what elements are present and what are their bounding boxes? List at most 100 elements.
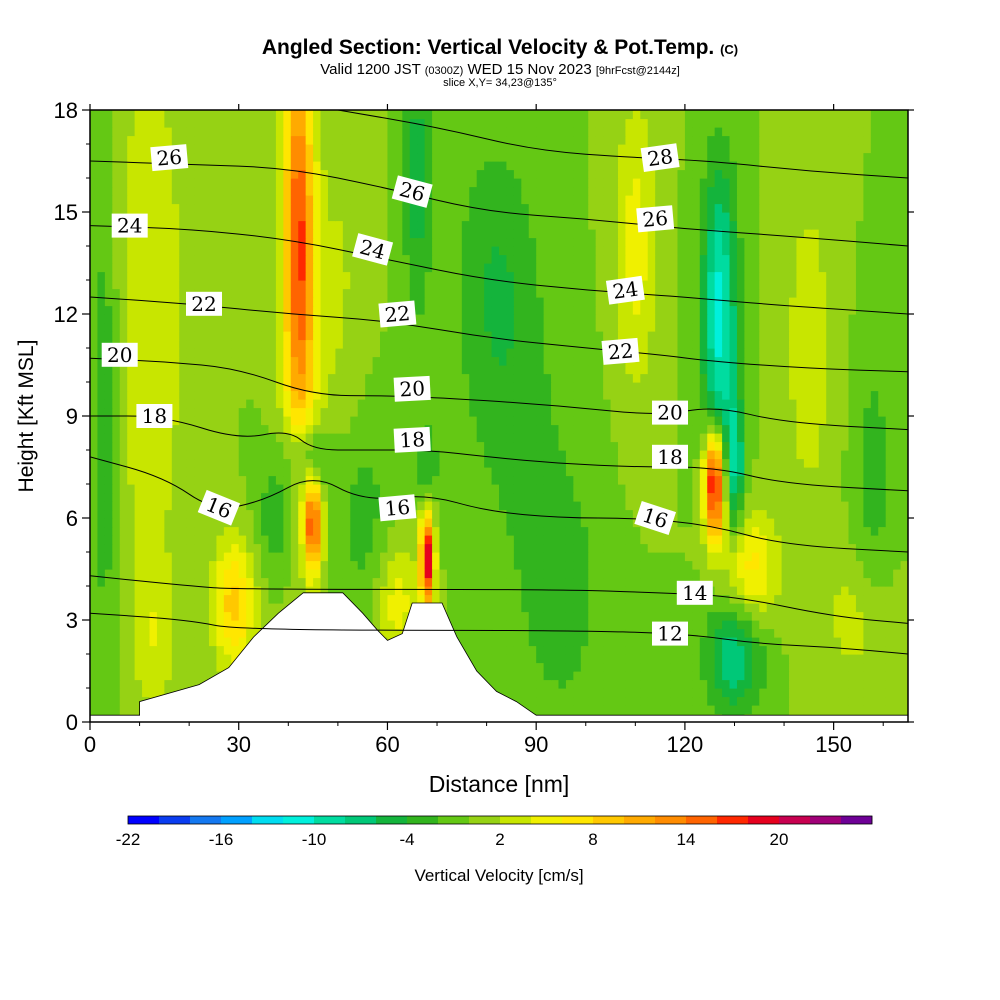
velocity-cell [759, 450, 768, 460]
velocity-cell [201, 671, 210, 681]
velocity-cell [878, 577, 887, 587]
velocity-cell [789, 407, 798, 417]
velocity-cell [789, 441, 798, 451]
velocity-cell [90, 654, 99, 664]
velocity-cell [811, 424, 820, 434]
velocity-cell [380, 399, 389, 409]
velocity-cell [774, 526, 783, 536]
velocity-cell [476, 356, 485, 366]
velocity-cell [707, 611, 716, 621]
velocity-cell [588, 654, 597, 664]
velocity-cell [610, 586, 619, 596]
velocity-cell [603, 654, 612, 664]
velocity-cell [617, 382, 627, 392]
velocity-cell [632, 552, 641, 562]
velocity-cell [774, 586, 783, 596]
velocity-cell [818, 662, 827, 672]
velocity-cell [149, 501, 158, 511]
velocity-cell [499, 679, 508, 689]
velocity-cell [528, 552, 537, 562]
velocity-cell [565, 543, 574, 553]
velocity-cell [261, 475, 270, 485]
velocity-cell [766, 628, 775, 638]
velocity-cell [208, 458, 218, 468]
velocity-cell [610, 467, 619, 477]
velocity-cell [744, 705, 753, 715]
velocity-cell [848, 484, 857, 494]
velocity-cell [513, 475, 522, 485]
velocity-cell [469, 501, 478, 511]
velocity-cell [870, 569, 879, 579]
velocity-cell [484, 586, 493, 596]
velocity-cell [759, 399, 768, 409]
velocity-cell [335, 441, 344, 451]
velocity-cell [662, 339, 671, 349]
velocity-cell [796, 552, 805, 562]
velocity-cell [313, 331, 322, 341]
velocity-cell [885, 399, 894, 409]
velocity-cell [513, 458, 522, 468]
velocity-cell [268, 484, 277, 494]
velocity-cell [380, 348, 389, 358]
velocity-cell [298, 458, 307, 468]
velocity-cell [699, 688, 708, 698]
velocity-cell [216, 645, 225, 655]
velocity-cell [625, 543, 634, 553]
velocity-cell [97, 339, 106, 349]
velocity-cell [149, 373, 158, 383]
velocity-cell [699, 365, 708, 375]
velocity-cell [796, 543, 805, 553]
velocity-cell [848, 492, 857, 502]
velocity-cell [878, 552, 887, 562]
velocity-cell [365, 535, 374, 545]
velocity-cell [573, 339, 582, 349]
velocity-cell [253, 399, 262, 409]
velocity-cell [647, 603, 656, 613]
velocity-cell [372, 433, 381, 443]
velocity-cell [216, 450, 225, 460]
chart-title: Angled Section: Vertical Velocity & Pot.… [261, 36, 739, 59]
velocity-cell [268, 424, 277, 434]
velocity-cell [588, 543, 597, 553]
velocity-cell [565, 416, 574, 426]
velocity-cell [424, 416, 433, 426]
velocity-cell [528, 450, 537, 460]
velocity-cell [491, 654, 500, 664]
velocity-cell [409, 356, 418, 366]
velocity-cell [551, 560, 560, 570]
velocity-cell [521, 535, 530, 545]
velocity-cell [751, 373, 760, 383]
velocity-cell [469, 356, 478, 366]
velocity-cell [216, 637, 225, 647]
velocity-cell [186, 543, 195, 553]
velocity-cell [565, 356, 574, 366]
velocity-cell [387, 586, 396, 596]
velocity-cell [870, 441, 879, 451]
velocity-cell [670, 603, 679, 613]
velocity-cell [134, 475, 143, 485]
velocity-cell [283, 467, 292, 477]
velocity-cell [342, 475, 351, 485]
velocity-cell [640, 399, 649, 409]
velocity-cell [677, 662, 686, 672]
velocity-cell [97, 560, 106, 570]
velocity-cell [610, 560, 619, 570]
velocity-cell [536, 390, 545, 400]
velocity-cell [803, 645, 812, 655]
velocity-cell [171, 331, 180, 341]
velocity-cell [275, 594, 284, 604]
velocity-cell [320, 433, 329, 443]
velocity-cell [275, 441, 284, 451]
velocity-cell [536, 705, 545, 715]
velocity-cell [432, 569, 441, 579]
velocity-cell [194, 492, 203, 502]
velocity-cell [394, 458, 403, 468]
velocity-cell [729, 518, 738, 528]
velocity-cell [201, 365, 210, 375]
velocity-cell [625, 433, 634, 443]
velocity-cell [759, 637, 768, 647]
velocity-cell [885, 611, 894, 621]
velocity-cell [357, 373, 366, 383]
velocity-cell [744, 509, 753, 519]
velocity-cell [580, 543, 589, 553]
